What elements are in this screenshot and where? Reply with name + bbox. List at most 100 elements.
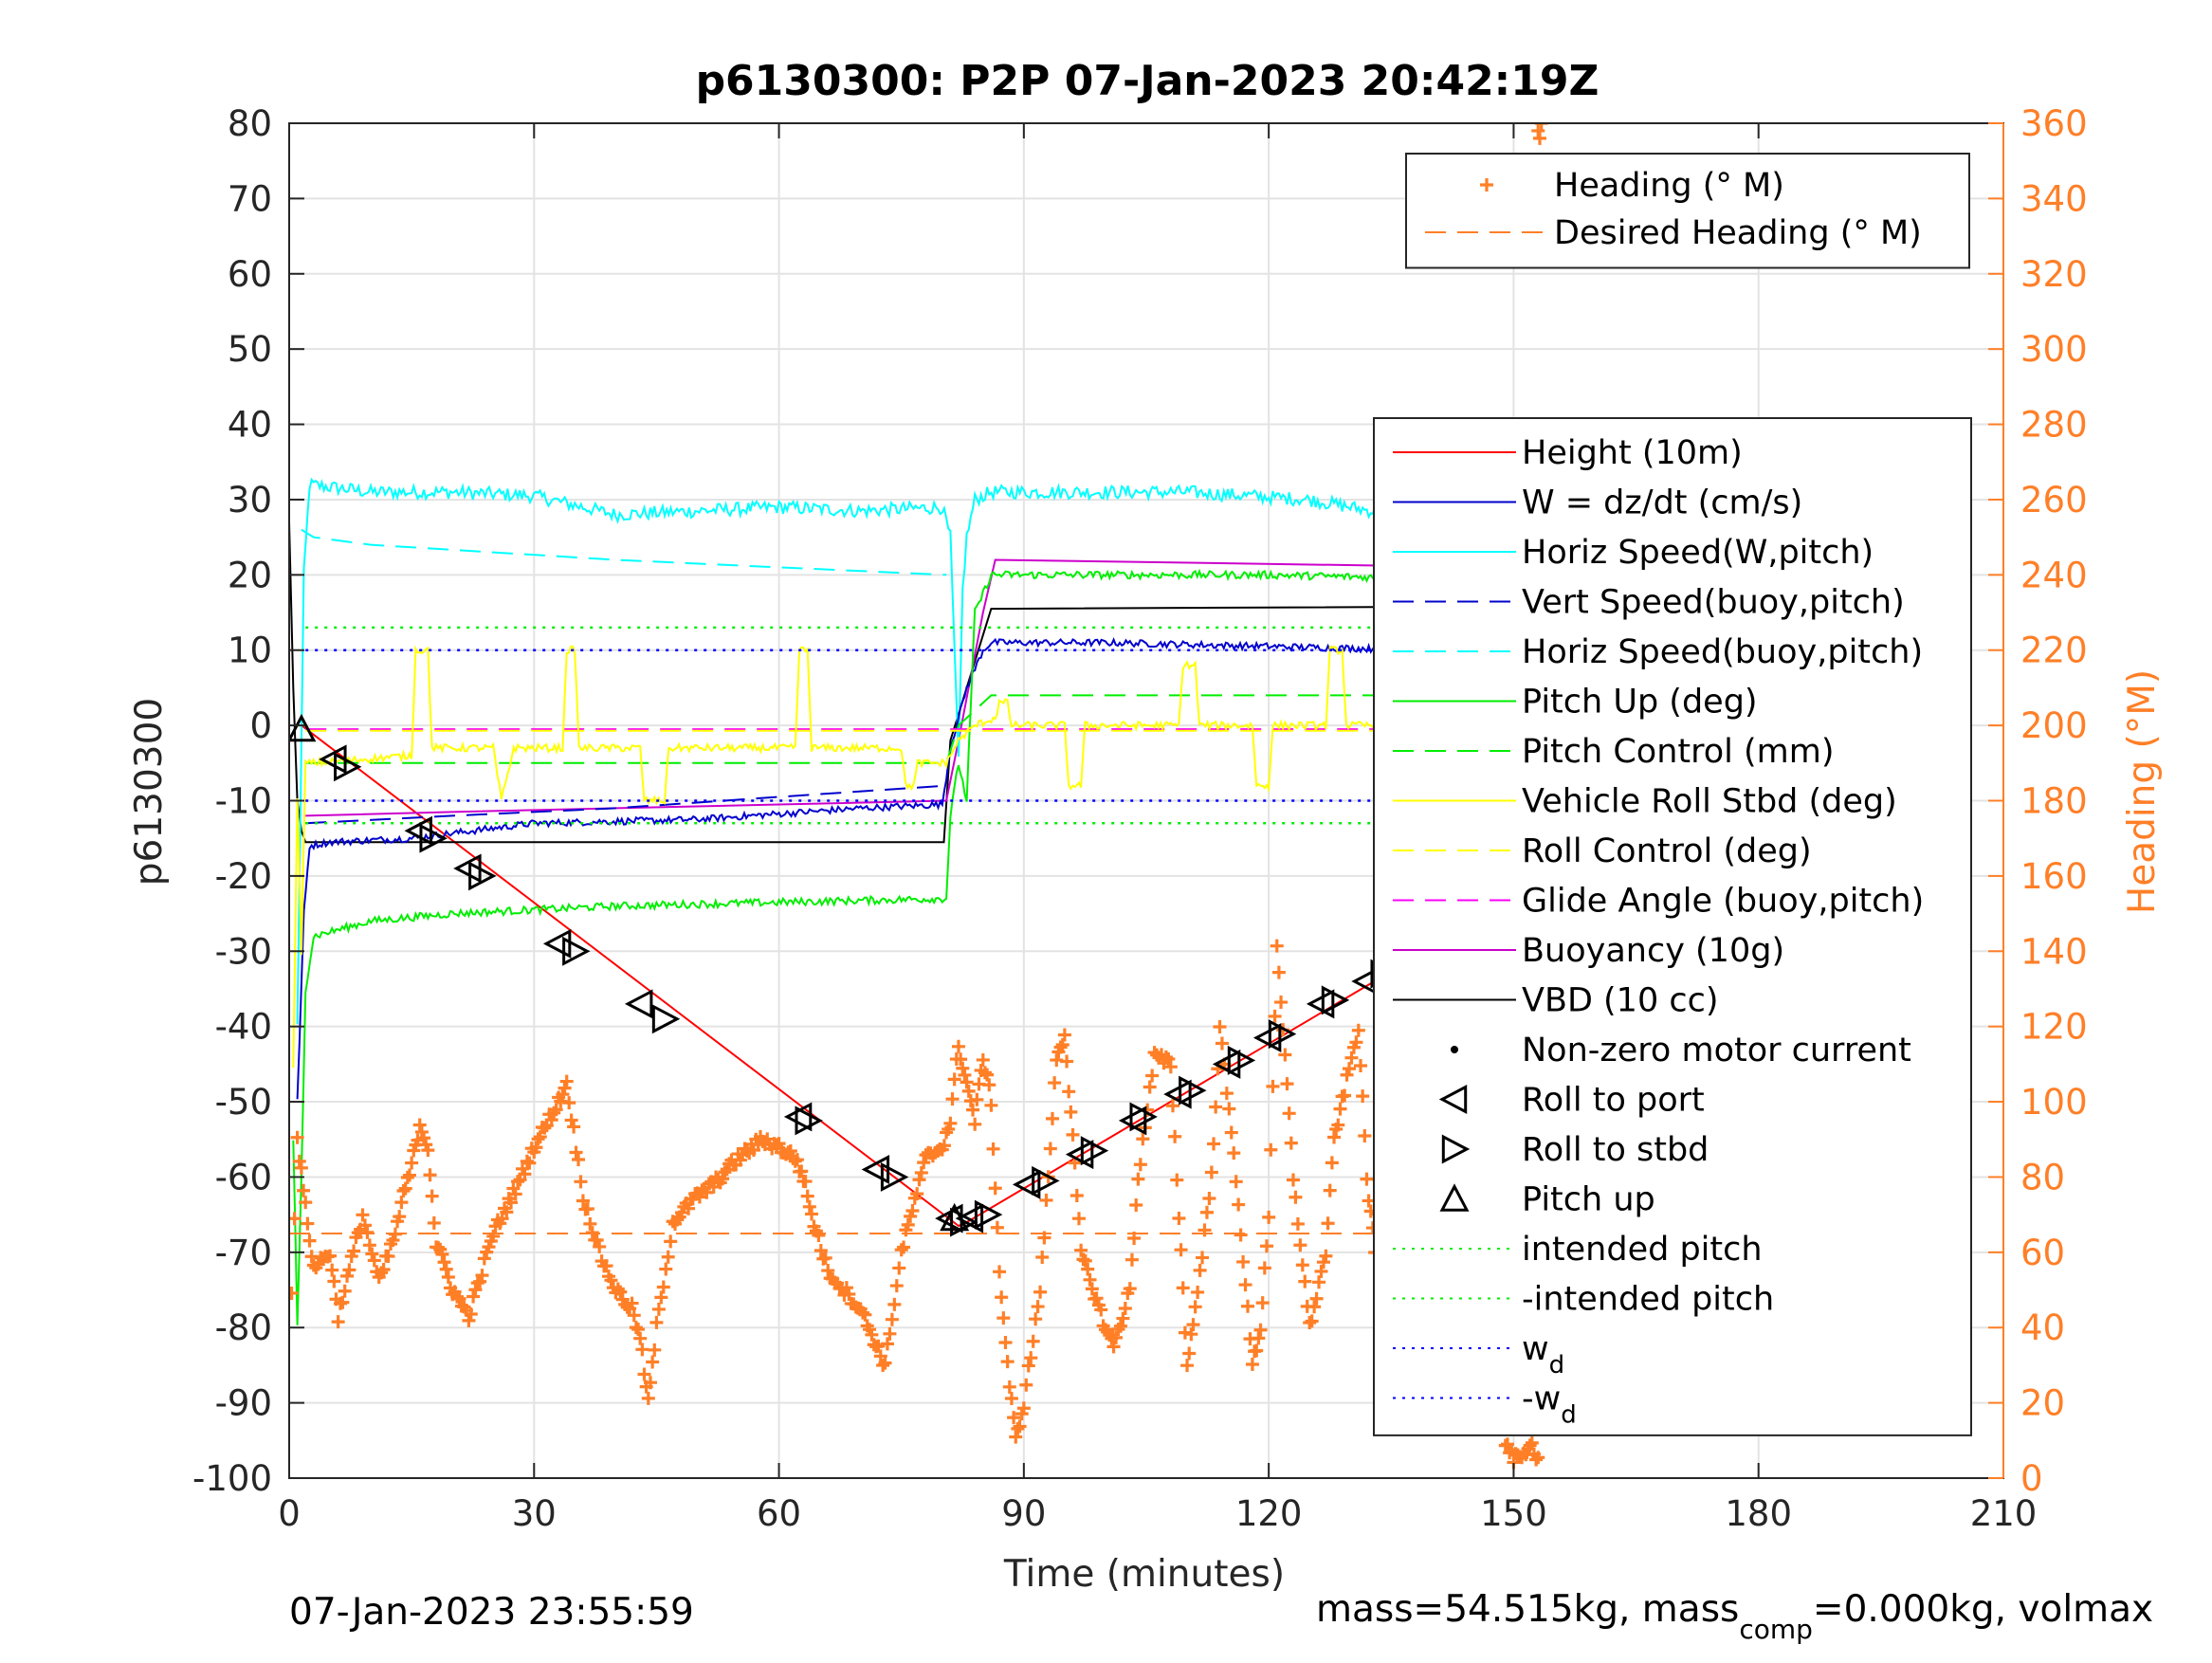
heading-point xyxy=(1004,1391,1018,1405)
y-axis-label-right: Heading (°M) xyxy=(2121,669,2164,914)
heading-point xyxy=(1293,1238,1307,1252)
heading-point xyxy=(1057,1028,1071,1042)
heading-point xyxy=(1358,1129,1372,1143)
heading-point xyxy=(1094,1303,1108,1317)
heading-point xyxy=(858,1307,872,1322)
heading-point xyxy=(1055,1038,1069,1051)
heading-point xyxy=(1207,1137,1221,1151)
heading-point xyxy=(414,1124,429,1139)
legend-entry: VBD (10 cc) xyxy=(1393,982,1719,1020)
heading-point xyxy=(290,1130,304,1144)
heading-point xyxy=(978,1066,992,1080)
y-tick-label-right: 140 xyxy=(2020,931,2088,972)
heading-point xyxy=(423,1168,437,1182)
heading-point xyxy=(613,1285,628,1299)
heading-point xyxy=(1043,1142,1057,1156)
legend-label-main: Height (10m) xyxy=(1522,434,1743,472)
heading-point xyxy=(912,1173,926,1187)
legend-label-main: Horiz Speed(buoy,pitch) xyxy=(1522,633,1923,671)
heading-point xyxy=(1106,1340,1121,1354)
heading-point xyxy=(1259,1239,1273,1253)
heading-point xyxy=(945,1092,960,1106)
heading-point xyxy=(1253,1323,1268,1337)
heading-point xyxy=(651,1302,666,1316)
y-tick-label-right: 80 xyxy=(2020,1157,2065,1197)
roll-to-port-marker xyxy=(1252,1023,1282,1053)
legend-tri-right xyxy=(1441,1134,1471,1164)
heading-point xyxy=(556,1087,570,1102)
roll-to-stbd-marker xyxy=(974,1199,1003,1230)
footer-mass: mass=54.515kg, masscomp=0.000kg, volmax xyxy=(1316,1588,2153,1645)
heading-point xyxy=(643,1376,657,1390)
heading-point xyxy=(1534,123,1548,130)
legend-plus xyxy=(1480,178,1493,192)
heading-point xyxy=(954,1052,968,1067)
heading-point xyxy=(1327,1130,1342,1144)
heading-point xyxy=(1191,1285,1205,1299)
heading-point xyxy=(1303,1316,1317,1330)
legend-entry: Desired Heading (° M) xyxy=(1425,214,1922,252)
legend-entry: Pitch Control (mm) xyxy=(1393,733,1834,771)
heading-point xyxy=(706,1179,721,1194)
legend-label-main: W = dz/dt (cm/s) xyxy=(1522,484,1802,522)
heading-point xyxy=(633,1331,648,1345)
heading-point xyxy=(1066,1127,1080,1142)
y-tick-label-left: -80 xyxy=(215,1307,272,1348)
heading-point xyxy=(661,1250,675,1264)
heading-point xyxy=(336,1295,350,1309)
heading-point xyxy=(520,1154,534,1168)
heading-point xyxy=(1219,1087,1234,1101)
heading-point xyxy=(1069,1188,1084,1202)
heading-point xyxy=(1331,1118,1345,1132)
heading-point xyxy=(659,1262,673,1276)
heading-point xyxy=(394,1196,409,1210)
roll-to-stbd-marker xyxy=(1129,1102,1158,1132)
heading-point xyxy=(599,1259,613,1273)
roll-to-stbd-marker xyxy=(1227,1045,1256,1075)
heading-point xyxy=(1037,1231,1051,1245)
legend-label-main: -w xyxy=(1522,1380,1561,1418)
legend-label: wd xyxy=(1522,1330,1564,1380)
roll-to-port-marker xyxy=(1163,1079,1192,1109)
legend-entry: Horiz Speed(buoy,pitch) xyxy=(1393,633,1923,671)
y-axis-label-left: p6130300 xyxy=(128,698,171,886)
heading-point xyxy=(1312,1275,1326,1289)
legend-entry: -intended pitch xyxy=(1393,1281,1774,1319)
heading-point xyxy=(425,1189,439,1203)
heading-point xyxy=(627,1308,641,1323)
heading-point xyxy=(885,1312,899,1326)
heading-point xyxy=(1523,1438,1537,1453)
heading-point xyxy=(585,1226,599,1240)
heading-point xyxy=(1019,1378,1033,1392)
heading-point xyxy=(417,1131,431,1145)
heading-point xyxy=(649,1315,664,1329)
heading-point xyxy=(450,1289,465,1304)
heading-point xyxy=(1250,1343,1264,1358)
heading-point xyxy=(1224,1125,1238,1140)
heading-point xyxy=(970,1092,984,1106)
heading-point xyxy=(462,1313,476,1327)
heading-point xyxy=(421,1143,435,1158)
heading-point xyxy=(670,1213,685,1227)
legend-label: -intended pitch xyxy=(1522,1281,1774,1319)
heading-point xyxy=(1255,1296,1270,1310)
heading-point xyxy=(887,1297,902,1311)
heading-point xyxy=(1238,1278,1252,1292)
heading-point xyxy=(996,1311,1011,1325)
heading-point xyxy=(1002,1380,1016,1394)
heading-point xyxy=(580,1202,594,1216)
legend-label-sub: d xyxy=(1549,1351,1565,1380)
heading-point xyxy=(1266,1079,1280,1093)
heading-point xyxy=(400,1170,414,1184)
heading-point xyxy=(1184,1327,1198,1342)
roll-to-port-marker xyxy=(1065,1140,1094,1170)
y-tick-label-right: 120 xyxy=(2020,1007,2088,1048)
heading-point xyxy=(562,1096,576,1110)
heading-point xyxy=(1143,1080,1157,1094)
legend-label-main: intended pitch xyxy=(1522,1231,1763,1269)
legend-label: VBD (10 cc) xyxy=(1522,982,1719,1020)
heading-point xyxy=(1161,1051,1176,1066)
heading-point xyxy=(1176,1281,1190,1295)
heading-point xyxy=(943,1116,958,1130)
heading-point xyxy=(1222,1102,1236,1116)
